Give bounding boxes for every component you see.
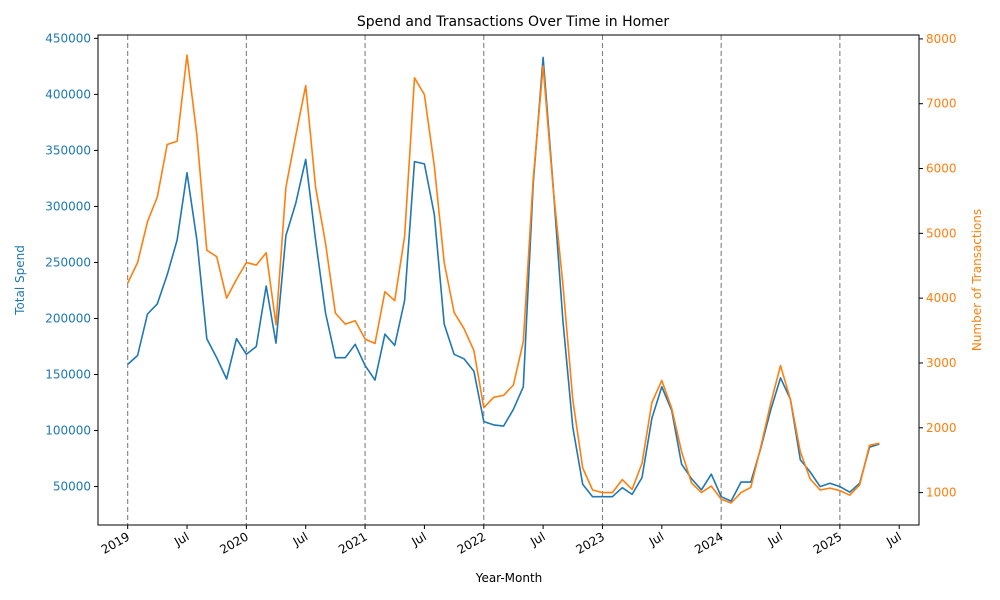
right-y-tick-label: 2000 <box>926 421 957 435</box>
left-y-tick-label: 400000 <box>45 87 91 101</box>
x-tick-label: 2019 <box>99 529 132 556</box>
left-y-axis-label: Total Spend <box>13 245 27 316</box>
left-y-tick-label: 100000 <box>45 424 91 438</box>
right-y-tick-label: 1000 <box>926 486 957 500</box>
x-tick-label: Jul <box>290 529 310 549</box>
left-y-tick-label: 200000 <box>45 311 91 325</box>
x-tick-label: Jul <box>883 529 903 549</box>
x-tick-label: 2022 <box>455 529 488 556</box>
right-y-axis: 1000 2000 3000 4000 5000 6000 7000 8000 <box>919 32 957 500</box>
x-tick-label: 2025 <box>811 529 844 556</box>
right-y-tick-label: 6000 <box>926 162 957 176</box>
left-y-tick-label: 50000 <box>53 480 91 494</box>
x-tick-label: Jul <box>409 529 429 549</box>
left-y-axis: 50000 100000 150000 200000 250000 300000 35000… <box>45 31 98 494</box>
x-tick-label: 2020 <box>217 529 250 556</box>
x-tick-label: Jul <box>646 529 666 549</box>
x-tick-label: 2021 <box>336 529 369 556</box>
right-y-tick-label: 7000 <box>926 97 957 111</box>
right-y-tick-label: 3000 <box>926 356 957 370</box>
x-axis: 2019 Jul 2020 Jul 2021 Jul 2022 Jul 2023 Jul 2024 J… <box>99 525 904 557</box>
x-axis-label: Year-Month <box>475 571 543 585</box>
left-y-tick-label: 350000 <box>45 143 91 157</box>
x-tick-label: Jul <box>765 529 785 549</box>
left-y-tick-label: 450000 <box>45 31 91 45</box>
transactions-line <box>126 54 880 504</box>
left-y-tick-label: 300000 <box>45 199 91 213</box>
x-tick-label: 2023 <box>574 529 607 556</box>
left-y-tick-label: 250000 <box>45 255 91 269</box>
right-y-tick-label: 8000 <box>926 32 957 46</box>
left-y-tick-label: 150000 <box>45 368 91 382</box>
plot-frame <box>97 34 920 526</box>
chart-title: Spend and Transactions Over Time in Home… <box>357 14 670 30</box>
series-lines <box>126 54 880 504</box>
year-divider-lines <box>127 35 841 525</box>
right-y-axis-label: Number of Transactions <box>970 209 984 351</box>
right-y-tick-label: 5000 <box>926 226 957 240</box>
x-tick-label: 2024 <box>692 529 725 556</box>
right-y-tick-label: 4000 <box>926 291 957 305</box>
x-tick-label: Jul <box>527 529 547 549</box>
x-tick-label: Jul <box>171 529 191 549</box>
spend-line <box>127 56 880 502</box>
